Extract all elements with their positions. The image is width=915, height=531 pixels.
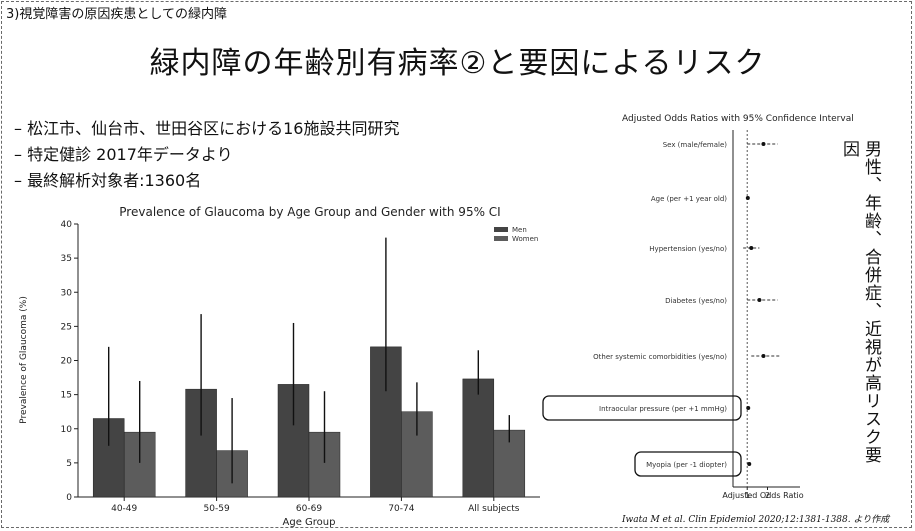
x-tick-label: 50-59 — [204, 504, 230, 514]
legend-label: Men — [512, 226, 527, 234]
x-tick-label: 70-74 — [388, 504, 414, 514]
citation: Iwata M et al. Clin Epidemiol 2020;12:13… — [622, 515, 890, 525]
slide-title: 緑内障の年齢別有病率②と要因によるリスク — [149, 46, 766, 81]
y-tick-label: 10 — [61, 425, 73, 435]
legend-swatch — [494, 236, 508, 241]
x-tick-label: 60-69 — [296, 504, 322, 514]
y-tick-label: 15 — [61, 391, 72, 401]
x-tick-label: 40-49 — [111, 504, 137, 514]
bar-chart-ylabel: Prevalence of Glaucoma (%) — [19, 296, 29, 424]
x-tick-label: All subjects — [468, 504, 520, 514]
y-tick-label: 40 — [61, 220, 73, 230]
bar-chart-xlabel: Age Group — [283, 517, 336, 528]
bar-chart-title: Prevalence of Glaucoma by Age Group and … — [119, 205, 500, 219]
section-label: 3)視覚障害の原因疾患としての緑内障 — [6, 7, 227, 22]
bullet-item: 松江市、仙台市、世田谷区における16施設共同研究 — [14, 116, 399, 142]
y-tick-label: 5 — [66, 459, 72, 469]
bar — [462, 378, 495, 498]
y-tick-label: 25 — [61, 322, 72, 332]
bullet-item: 最終解析対象者:1360名 — [14, 168, 399, 194]
y-tick-label: 35 — [61, 254, 72, 264]
legend-swatch — [494, 227, 508, 232]
y-tick-label: 20 — [61, 357, 73, 367]
bullet-item: 特定健診 2017年データより — [14, 142, 399, 168]
legend-label: Women — [512, 235, 538, 243]
bullet-list: 松江市、仙台市、世田谷区における16施設共同研究 特定健診 2017年データより… — [14, 116, 399, 194]
risk-summary-text: 男性、年齢、合併症、近視が高リスク要因 — [839, 140, 881, 464]
y-tick-label: 30 — [61, 288, 73, 298]
y-tick-label: 0 — [66, 493, 72, 503]
